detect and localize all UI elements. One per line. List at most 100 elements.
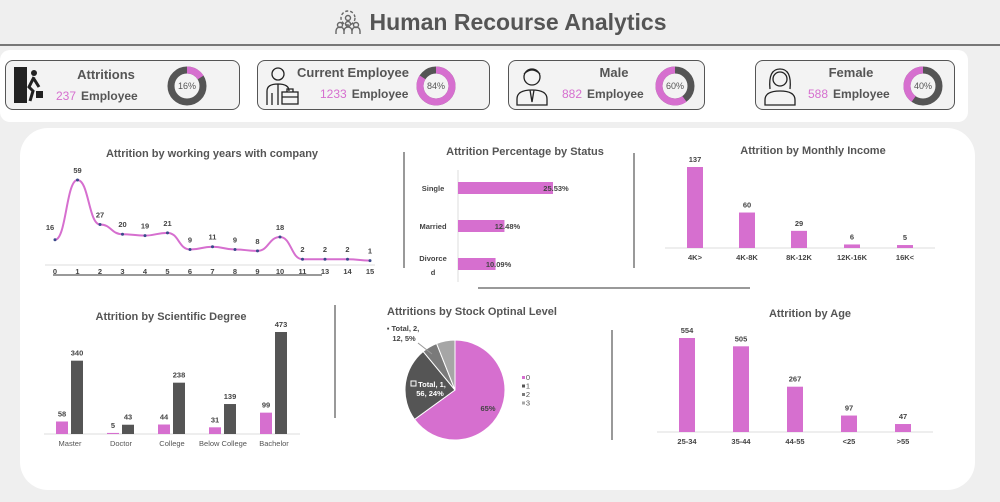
chart-title-stock: Attritions by Stock Optinal Level (387, 306, 557, 318)
data-label: 12, 5% (392, 334, 416, 343)
kpi-title: Female (828, 65, 874, 80)
data-label: 47 (899, 412, 907, 421)
bar (173, 382, 185, 434)
bar (458, 258, 496, 270)
data-label: 267 (789, 375, 802, 384)
data-label: 29 (795, 219, 803, 228)
kpi-card-male: Male 882 Employee 60% (508, 60, 705, 110)
data-point (53, 238, 57, 242)
data-label: 1 (368, 247, 372, 256)
donut-fill (416, 66, 456, 106)
donut-fill (167, 66, 207, 106)
bar (260, 412, 272, 434)
kpi-donut: 40% (903, 66, 943, 106)
kpi-value: 1233 Employee (320, 87, 409, 101)
chart-title-degree: Attrition by Scientific Degree (96, 311, 247, 323)
data-point (233, 247, 237, 251)
data-label: 238 (173, 371, 186, 380)
y-tick-label: Single (422, 184, 445, 193)
data-label: 5 (111, 421, 115, 430)
data-point (143, 234, 147, 238)
data-label: Total, 1, (418, 380, 446, 389)
chart-title-status: Attrition Percentage by Status (446, 146, 604, 158)
team-gear-icon (334, 10, 361, 34)
page-title: Human Recourse Analytics (369, 8, 667, 35)
data-label: 58 (58, 409, 66, 418)
kpi-value: 237 Employee (56, 89, 138, 103)
donut-label: 40% (914, 81, 932, 91)
x-tick-label: 5 (165, 267, 169, 276)
legend-swatch (522, 401, 525, 405)
data-label: 505 (735, 334, 748, 343)
data-label: 6 (850, 232, 854, 241)
y-tick-label: Married (419, 222, 447, 231)
employee-briefcase-icon (266, 67, 299, 105)
bar (687, 167, 703, 248)
data-label: 340 (71, 349, 84, 358)
data-label: 97 (845, 404, 853, 413)
data-label: 19 (141, 222, 149, 231)
x-tick-label: Below College (199, 439, 247, 448)
data-label: 44 (160, 413, 169, 422)
data-label: 554 (681, 326, 694, 335)
kpi-value: 882 Employee (562, 87, 644, 101)
x-tick-label: 1 (75, 267, 79, 276)
x-tick-label: 10 (276, 267, 284, 276)
y-tick-label: d (431, 268, 436, 277)
data-label: 9 (188, 235, 192, 244)
male-user-icon (516, 68, 548, 106)
bar (791, 230, 807, 248)
bar (458, 182, 553, 194)
data-point (98, 222, 102, 226)
x-tick-label: 4K> (688, 253, 703, 262)
data-label: 9 (233, 235, 237, 244)
x-tick-label: Master (59, 439, 82, 448)
kpi-card-female: Female 588 Employee 40% (755, 60, 955, 110)
data-point (166, 231, 169, 235)
data-label: 20 (118, 220, 126, 229)
legend-label: 0 (526, 373, 530, 382)
x-tick-label: 16K< (896, 253, 915, 262)
legend-label: 2 (526, 390, 530, 399)
chart-title-age: Attrition by Age (769, 308, 851, 320)
bar (679, 338, 695, 432)
data-label: 10.09% (486, 260, 512, 269)
data-point (346, 257, 349, 261)
x-tick-label: College (159, 439, 184, 448)
kpi-donut: 16% (167, 66, 207, 106)
x-tick-label: 15 (366, 267, 374, 276)
data-label: 2 (345, 245, 349, 254)
data-label: 18 (276, 223, 284, 232)
bar (122, 424, 134, 434)
x-tick-label: 12K-16K (837, 253, 868, 262)
legend-swatch (522, 384, 525, 388)
data-point (278, 235, 282, 239)
y-tick-label: Divorce (419, 254, 447, 263)
x-tick-label: 4 (143, 267, 148, 276)
legend-key-icon (410, 380, 417, 387)
data-point (368, 259, 372, 263)
x-tick-label: 8K-12K (786, 253, 812, 262)
data-label: 65% (480, 404, 495, 413)
data-point (211, 245, 214, 249)
x-tick-label: 35-44 (731, 437, 751, 446)
x-tick-label: >55 (897, 437, 910, 446)
x-tick-label: 7 (210, 267, 214, 276)
x-tick-label: 13 (321, 267, 329, 276)
x-tick-label: 4K-8K (736, 253, 758, 262)
donut-label: 16% (178, 81, 196, 91)
data-label: 12.48% (495, 222, 521, 231)
data-label: 2 (300, 245, 304, 254)
x-tick-label: 3 (120, 267, 124, 276)
x-tick-label: 14 (343, 267, 352, 276)
chart-title-working-years: Attrition by working years with company (106, 148, 319, 160)
female-user-icon (764, 68, 796, 106)
data-label: 8 (255, 237, 259, 246)
kpi-donut: 60% (655, 66, 695, 106)
bar (224, 404, 236, 434)
x-tick-label: 8 (233, 267, 237, 276)
x-tick-label: <25 (843, 437, 856, 446)
x-tick-label: 6 (188, 267, 192, 276)
data-label: 473 (275, 320, 288, 329)
kpi-title: Male (599, 65, 629, 80)
